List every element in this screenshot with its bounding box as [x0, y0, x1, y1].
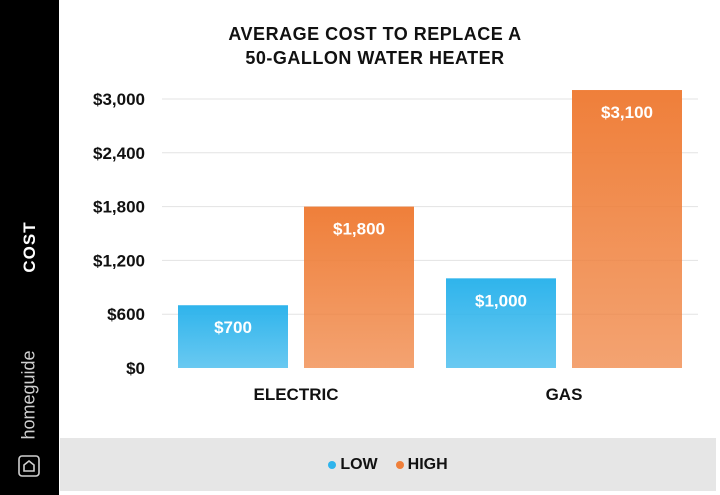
- bar-chart: $0 $600 $1,200 $1,800 $2,400 $3,000 $700 $1,800…: [93, 90, 698, 404]
- y-tick-label: $1,200: [93, 251, 145, 270]
- legend-label: HIGH: [407, 455, 448, 473]
- legend-item-low: LOW: [328, 455, 378, 474]
- bar-low-electric: [178, 305, 288, 368]
- y-tick-label: $3,000: [93, 90, 145, 109]
- legend: LOW HIGH: [60, 438, 716, 491]
- bar-low-gas: [446, 278, 556, 368]
- chart-title: AVERAGE COST TO REPLACE A 50-GALLON WATE…: [200, 22, 550, 70]
- house-icon: [18, 455, 40, 477]
- sidebar: COST homeguide: [0, 0, 59, 495]
- data-label: $3,100: [601, 103, 653, 122]
- chart-title-line-1: AVERAGE COST TO REPLACE A: [228, 24, 522, 44]
- y-tick-label: $1,800: [93, 198, 145, 217]
- x-tick-label: ELECTRIC: [254, 385, 339, 404]
- legend-item-high: HIGH: [395, 455, 448, 474]
- bar-high-gas: [572, 90, 682, 369]
- data-label: $700: [214, 318, 252, 337]
- legend-label: LOW: [340, 455, 378, 473]
- legend-bar: LOW HIGH: [60, 438, 716, 491]
- data-label: $1,000: [475, 291, 527, 310]
- y-tick-label: $0: [126, 359, 145, 378]
- data-label: $1,800: [333, 220, 385, 239]
- chart-title-line-2: 50-GALLON WATER HEATER: [245, 48, 505, 68]
- x-tick-label: GAS: [546, 385, 583, 404]
- y-tick-label: $600: [107, 305, 145, 324]
- y-tick-label: $2,400: [93, 144, 145, 163]
- bar-high-electric: [304, 206, 414, 368]
- legend-dot: [395, 460, 404, 469]
- legend-dot: [328, 460, 337, 469]
